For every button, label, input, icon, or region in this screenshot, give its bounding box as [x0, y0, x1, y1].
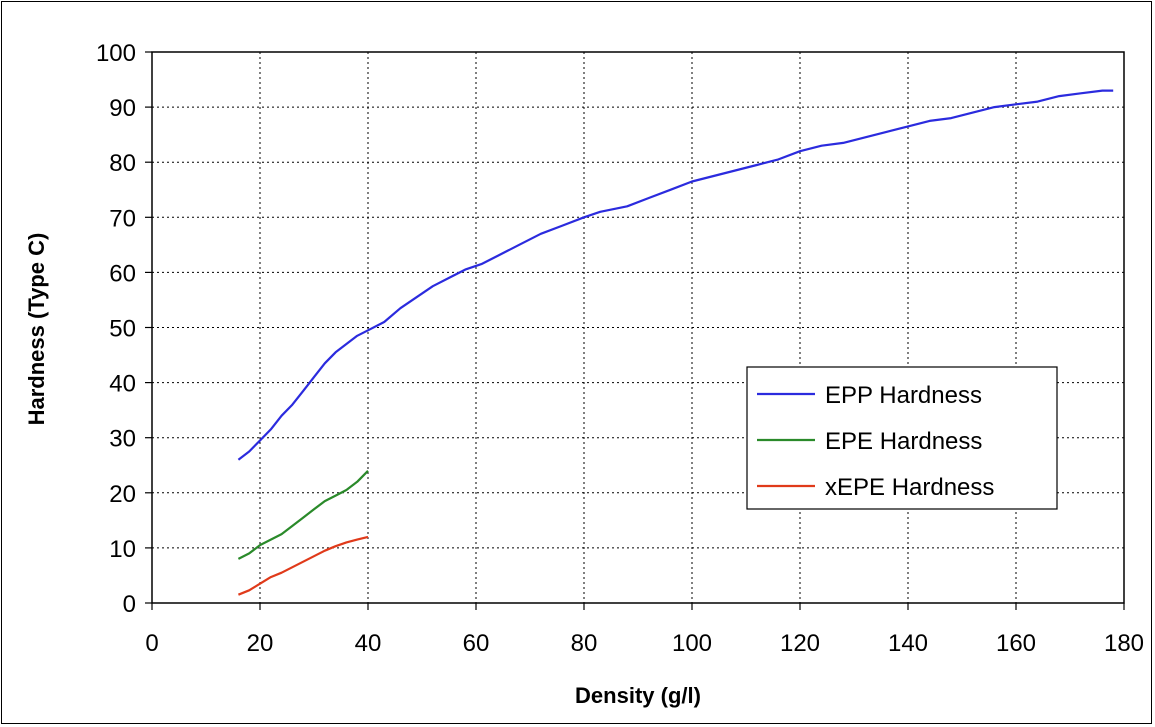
gridlines — [152, 52, 1124, 603]
x-tick-label: 100 — [672, 630, 712, 657]
y-tick-label: 60 — [109, 260, 136, 287]
series-layer — [237, 89, 1114, 596]
legend-label-xepe-hardness: xEPE Hardness — [825, 474, 994, 501]
y-tick-label: 10 — [109, 536, 136, 563]
y-axis-title: Hardness (Type C) — [24, 233, 49, 426]
x-tick-labels: 0 20 40 60 80 100 120 140 160 180 — [145, 603, 1144, 657]
legend-label-epe-hardness: EPE Hardness — [825, 428, 982, 455]
series-line-epp-hardness — [237, 89, 1114, 461]
x-tick-label: 160 — [996, 630, 1036, 657]
x-tick-label: 0 — [145, 630, 158, 657]
y-tick-label: 20 — [109, 481, 136, 508]
series-line-xepe-hardness — [237, 535, 369, 596]
x-tick-label: 120 — [780, 630, 820, 657]
x-tick-label: 60 — [463, 630, 490, 657]
y-tick-label: 100 — [96, 40, 136, 67]
series-line-epe-hardness — [237, 470, 369, 560]
legend-label-epp-hardness: EPP Hardness — [825, 382, 982, 409]
y-tick-labels: 0 10 20 30 40 50 60 70 80 90 100 — [96, 40, 152, 618]
x-axis-title: Density (g/l) — [575, 683, 701, 708]
legend: EPP Hardness EPE Hardness xEPE Hardness — [746, 366, 1058, 510]
y-tick-label: 70 — [109, 205, 136, 232]
x-tick-label: 180 — [1104, 630, 1144, 657]
y-tick-label: 30 — [109, 426, 136, 453]
y-tick-label: 90 — [109, 95, 136, 122]
y-tick-label: 50 — [109, 316, 136, 343]
x-tick-label: 140 — [888, 630, 928, 657]
x-tick-label: 20 — [247, 630, 274, 657]
y-tick-label: 40 — [109, 371, 136, 398]
x-tick-label: 80 — [571, 630, 598, 657]
y-tick-label: 80 — [109, 150, 136, 177]
y-tick-label: 0 — [123, 591, 136, 618]
x-tick-label: 40 — [355, 630, 382, 657]
